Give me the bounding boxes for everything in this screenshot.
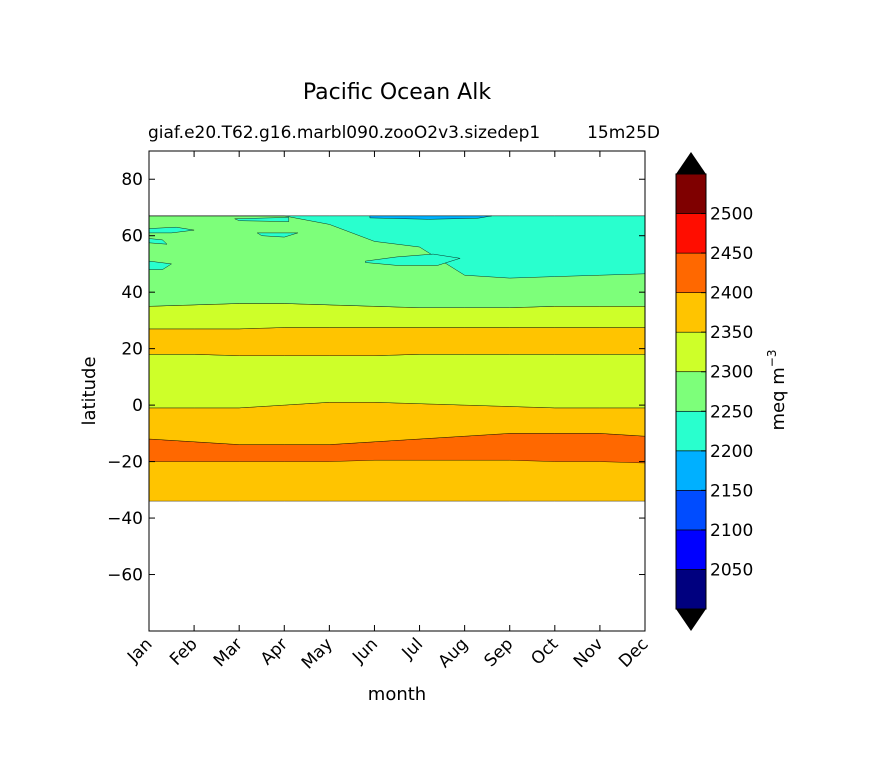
chart-subtitle-right: 15m25D xyxy=(587,123,660,143)
y-tick-label: 80 xyxy=(121,170,143,190)
colorbar-segment-2300 xyxy=(675,331,707,373)
x-tick-label-nov: Nov xyxy=(570,634,608,672)
colorbar-tick-label: 2200 xyxy=(710,442,753,462)
contour-band-4 xyxy=(149,327,645,356)
x-tick-label-aug: Aug xyxy=(435,634,473,672)
colorbar-segment-2350 xyxy=(675,292,707,333)
y-tick-label: −20 xyxy=(107,453,143,473)
y-axis: −60 −40 −20 0 20 40 60 80 xyxy=(107,170,645,586)
x-tick-label-sep: Sep xyxy=(480,634,517,671)
contour-band-7 xyxy=(149,215,645,279)
colorbar xyxy=(675,152,707,631)
plot-area xyxy=(149,215,645,502)
y-tick-label: −60 xyxy=(107,566,143,586)
chart-title: Pacific Ocean Alk xyxy=(303,80,491,105)
x-tick-label-dec: Dec xyxy=(615,634,652,671)
x-tick-label-mar: Mar xyxy=(210,634,247,671)
contour-patch-3 xyxy=(149,260,173,270)
y-tick-label: −40 xyxy=(107,509,143,529)
colorbar-segment-2050 xyxy=(675,529,707,570)
y-tick-label: 0 xyxy=(132,396,143,416)
x-axis-label: month xyxy=(368,684,426,705)
colorbar-extend-top xyxy=(676,152,706,174)
colorbar-extend-bottom xyxy=(676,609,706,631)
chart-subtitle-left: giaf.e20.T62.g16.marbl090.zooO2v3.sizede… xyxy=(148,123,540,143)
y-tick-label: 60 xyxy=(121,227,143,247)
colorbar-tick-label: 2050 xyxy=(710,560,753,580)
colorbar-segment-2200 xyxy=(675,410,707,452)
plot-frame xyxy=(148,150,646,632)
colorbar-label: meq m−3 xyxy=(765,350,789,431)
contour-patch-6 xyxy=(369,215,492,220)
colorbar-segment-2000 xyxy=(675,569,707,610)
contour-patch-0 xyxy=(365,253,461,266)
colorbar-tick-label: 2300 xyxy=(710,363,753,383)
y-axis-label: latitude xyxy=(79,356,100,425)
colorbar-ticks: 2050 2100 2150 2200 2250 2300 2350 2400 2450 2500 xyxy=(701,205,753,580)
colorbar-tick-label: 2150 xyxy=(710,481,753,501)
x-tick-label-jan: Jan xyxy=(123,634,156,667)
colorbar-segment-2400 xyxy=(675,252,707,293)
colorbar-tick-label: 2100 xyxy=(710,521,753,541)
colorbar-segment-2500 xyxy=(675,173,707,214)
x-tick-label-feb: Feb xyxy=(166,634,201,669)
x-tick-label-apr: Apr xyxy=(257,634,292,669)
colorbar-segment-2100 xyxy=(675,490,707,531)
colorbar-segment-2450 xyxy=(675,213,707,254)
colorbar-label-exponent: −3 xyxy=(765,350,779,368)
y-tick-label: 40 xyxy=(121,283,143,303)
contour-patch-1 xyxy=(149,226,195,234)
contour-patch-5 xyxy=(234,217,289,222)
contour-band-3 xyxy=(149,354,645,409)
contour-patch-2 xyxy=(149,238,168,245)
contour-band-5 xyxy=(149,303,645,330)
colorbar-segment-2150 xyxy=(675,450,707,491)
colorbar-tick-label: 2400 xyxy=(710,284,753,304)
colorbar-tick-label: 2350 xyxy=(710,323,753,343)
y-tick-label: 20 xyxy=(121,340,143,360)
x-tick-label-oct: Oct xyxy=(527,634,562,669)
colorbar-label-unit: meq m xyxy=(768,367,789,430)
contour-patch-4 xyxy=(256,232,298,238)
x-tick-label-jun: Jun xyxy=(348,634,382,668)
colorbar-tick-label: 2500 xyxy=(710,205,753,225)
colorbar-frame xyxy=(675,173,707,610)
x-tick-label-may: May xyxy=(298,634,337,673)
x-tick-label-jul: Jul xyxy=(398,634,427,663)
colorbar-tick-label: 2250 xyxy=(710,402,753,422)
colorbar-tick-label: 2450 xyxy=(710,244,753,264)
colorbar-segment-2250 xyxy=(675,371,707,412)
